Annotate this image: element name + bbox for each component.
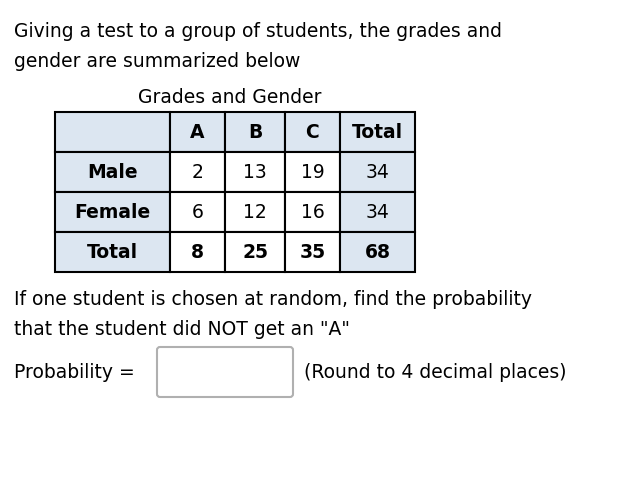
Bar xyxy=(340,232,415,272)
Bar xyxy=(170,112,225,152)
Text: 34: 34 xyxy=(365,203,390,221)
Bar xyxy=(285,232,340,272)
Text: 35: 35 xyxy=(299,242,326,262)
Bar xyxy=(285,192,340,232)
Text: Total: Total xyxy=(87,242,138,262)
Text: Giving a test to a group of students, the grades and: Giving a test to a group of students, th… xyxy=(14,22,502,41)
Text: C: C xyxy=(306,123,319,141)
Text: If one student is chosen at random, find the probability: If one student is chosen at random, find… xyxy=(14,290,532,309)
Bar xyxy=(170,192,225,232)
Bar xyxy=(340,152,415,192)
Text: Male: Male xyxy=(87,162,138,182)
Bar xyxy=(225,112,285,152)
Text: that the student did NOT get an "A": that the student did NOT get an "A" xyxy=(14,320,350,339)
Text: B: B xyxy=(248,123,262,141)
Text: Female: Female xyxy=(74,203,151,221)
Bar xyxy=(340,192,415,232)
Text: 12: 12 xyxy=(243,203,267,221)
Text: 68: 68 xyxy=(365,242,390,262)
Text: 16: 16 xyxy=(301,203,324,221)
Text: gender are summarized below: gender are summarized below xyxy=(14,52,301,71)
Text: Probability =: Probability = xyxy=(14,363,135,381)
Bar xyxy=(225,232,285,272)
Text: 6: 6 xyxy=(192,203,203,221)
Bar xyxy=(225,152,285,192)
Text: 13: 13 xyxy=(243,162,267,182)
Bar xyxy=(55,192,170,232)
Bar xyxy=(55,152,170,192)
Bar xyxy=(225,192,285,232)
Text: Grades and Gender: Grades and Gender xyxy=(138,88,322,107)
Text: 2: 2 xyxy=(192,162,203,182)
Bar xyxy=(55,232,170,272)
Text: 19: 19 xyxy=(301,162,324,182)
Bar xyxy=(170,152,225,192)
Text: 34: 34 xyxy=(365,162,390,182)
Text: (Round to 4 decimal places): (Round to 4 decimal places) xyxy=(304,363,567,381)
Bar xyxy=(55,112,170,152)
Text: A: A xyxy=(190,123,204,141)
Bar xyxy=(285,152,340,192)
FancyBboxPatch shape xyxy=(157,347,293,397)
Bar xyxy=(285,112,340,152)
Text: 8: 8 xyxy=(191,242,204,262)
Text: Total: Total xyxy=(352,123,403,141)
Bar xyxy=(340,112,415,152)
Bar xyxy=(170,232,225,272)
Text: 25: 25 xyxy=(242,242,268,262)
